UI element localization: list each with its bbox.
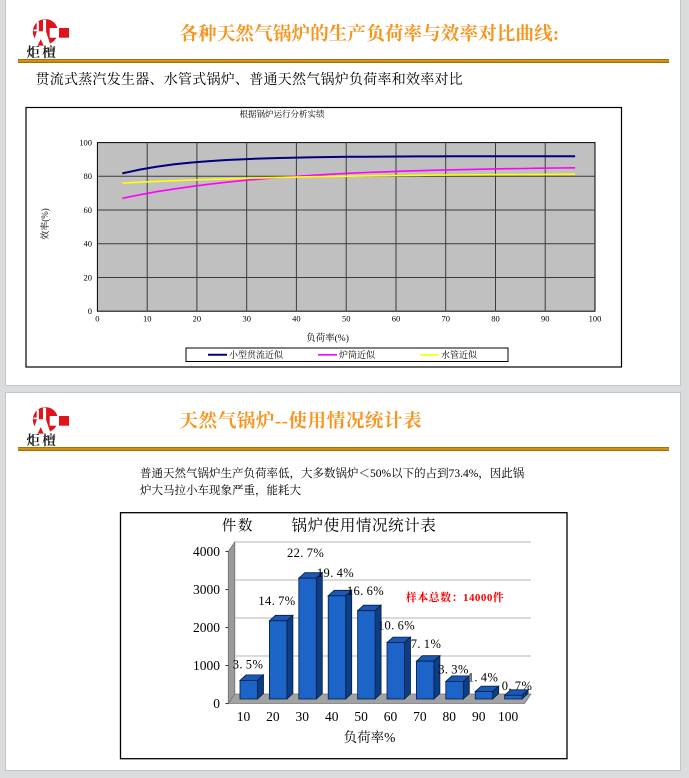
svg-text:100: 100 [79,137,92,147]
svg-text:60: 60 [84,205,93,215]
svg-text:40: 40 [325,709,339,724]
svg-text:负荷率(%): 负荷率(%) [306,332,349,344]
svg-text:负荷率%: 负荷率% [344,729,396,745]
svg-text:小型贯流近似: 小型贯流近似 [229,349,284,360]
svg-text:100: 100 [498,709,519,724]
svg-text:3. 5%: 3. 5% [233,658,264,672]
svg-text:40: 40 [84,239,93,249]
svg-text:0: 0 [213,696,220,711]
svg-text:90: 90 [472,709,486,724]
svg-text:件数: 件数 [222,518,255,535]
svg-text:0: 0 [88,306,92,316]
svg-text:50: 50 [354,709,368,724]
svg-text:效率(%): 效率(%) [39,208,50,240]
svg-text:锅炉使用情况统计表: 锅炉使用情况统计表 [292,516,437,535]
svg-text:20: 20 [193,314,202,324]
svg-text:2000: 2000 [193,620,220,635]
svg-text:90: 90 [541,314,550,324]
svg-text:14. 7%: 14. 7% [258,594,295,608]
svg-text:10: 10 [143,314,152,324]
svg-text:50: 50 [342,314,351,324]
svg-text:30: 30 [242,314,251,324]
svg-text:20: 20 [266,709,280,724]
svg-text:10. 6%: 10. 6% [378,619,415,633]
svg-text:70: 70 [413,709,427,724]
svg-text:1000: 1000 [193,658,220,673]
svg-text:7. 1%: 7. 1% [411,637,442,651]
svg-text:80: 80 [443,709,457,724]
svg-text:40: 40 [292,314,301,324]
svg-text:炉筒近似: 炉筒近似 [339,349,376,360]
svg-text:16. 6%: 16. 6% [347,584,384,598]
svg-text:20: 20 [84,272,93,282]
svg-text:0. 7%: 0. 7% [502,679,533,693]
svg-text:3000: 3000 [193,582,220,597]
svg-text:30: 30 [296,709,310,724]
svg-text:19. 4%: 19. 4% [317,566,354,580]
svg-text:10: 10 [237,709,251,724]
svg-text:100: 100 [589,314,602,324]
svg-text:水管近似: 水管近似 [441,349,478,360]
svg-text:22. 7%: 22. 7% [287,546,324,560]
svg-text:60: 60 [384,709,398,724]
svg-text:80: 80 [84,171,93,181]
svg-text:样本总数：14000件: 样本总数：14000件 [406,590,504,604]
svg-text:根据锅炉运行分析实绩: 根据锅炉运行分析实绩 [239,109,325,119]
svg-text:1. 4%: 1. 4% [468,671,499,685]
svg-text:80: 80 [491,314,500,324]
svg-text:70: 70 [441,314,450,324]
svg-text:60: 60 [392,314,401,324]
svg-text:3. 3%: 3. 3% [438,663,469,677]
svg-text:0: 0 [95,314,99,324]
svg-text:4000: 4000 [193,544,220,559]
